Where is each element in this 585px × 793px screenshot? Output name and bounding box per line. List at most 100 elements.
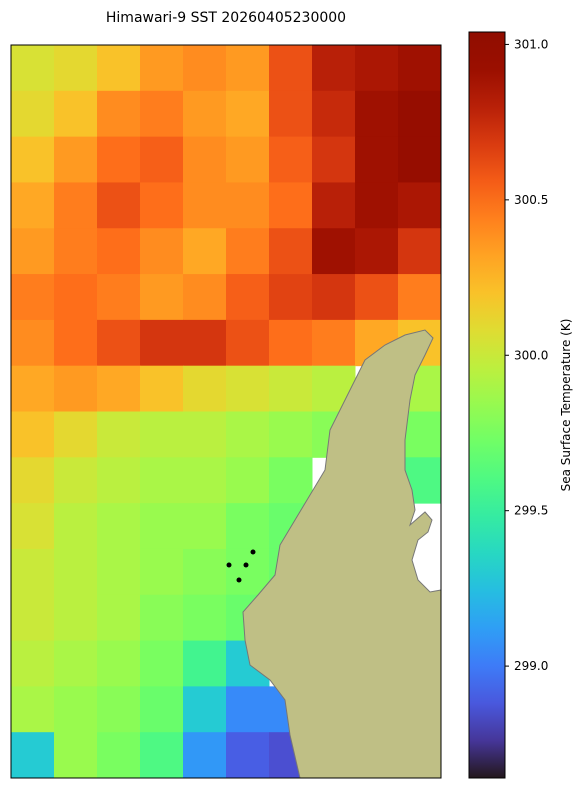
- station: [250, 549, 256, 555]
- sst-cell: [183, 457, 227, 504]
- sst-cell: [54, 365, 98, 412]
- sst-cell: [269, 90, 313, 138]
- sst-cell: [226, 411, 270, 458]
- sst-cell: [226, 228, 270, 275]
- sst-cell: [54, 457, 98, 504]
- colorbar-tick-label: 299.5: [514, 504, 548, 518]
- station: [243, 562, 249, 568]
- sst-cell: [398, 136, 442, 183]
- sst-cell: [140, 182, 184, 229]
- sst-cell: [140, 548, 184, 596]
- sst-cell: [11, 365, 55, 412]
- sst-cell: [183, 136, 227, 183]
- sst-cell: [398, 228, 442, 275]
- chart-title: Himawari-9 SST 20260405230000: [106, 10, 346, 26]
- sst-cell: [11, 503, 55, 550]
- sst-cell: [54, 274, 98, 321]
- sst-cell: [140, 228, 184, 275]
- sst-cell: [183, 548, 227, 596]
- sst-cell: [398, 90, 442, 138]
- sst-cell: [312, 90, 356, 138]
- sst-cell: [11, 594, 55, 642]
- sst-cell: [140, 136, 184, 183]
- station: [236, 577, 242, 583]
- colorbar-tick-label: 301.0: [514, 37, 548, 51]
- sst-cell: [97, 640, 141, 687]
- sst-cell: [54, 136, 98, 183]
- sst-cell: [355, 274, 399, 321]
- sst-cell: [11, 411, 55, 458]
- sst-cell: [398, 45, 442, 92]
- sst-cell: [226, 136, 270, 183]
- sst-cell: [11, 686, 55, 733]
- sst-cell: [11, 274, 55, 321]
- sst-cell: [312, 274, 356, 321]
- sst-cell: [226, 274, 270, 321]
- sst-cell: [183, 228, 227, 275]
- sst-cell: [54, 594, 98, 642]
- sst-cell: [312, 45, 356, 92]
- sst-cell: [11, 319, 55, 367]
- sst-cell: [54, 45, 98, 92]
- sst-cell: [183, 365, 227, 412]
- sst-cell: [11, 136, 55, 183]
- sst-cell: [269, 457, 313, 504]
- sst-cell: [140, 594, 184, 642]
- sst-cell: [11, 228, 55, 275]
- sst-cell: [97, 319, 141, 367]
- sst-cell: [183, 182, 227, 229]
- sst-cell: [97, 503, 141, 550]
- sst-cell: [97, 90, 141, 138]
- sst-cell: [226, 457, 270, 504]
- sst-cell: [183, 686, 227, 733]
- sst-cell: [11, 732, 55, 779]
- sst-cell: [269, 228, 313, 275]
- sst-cell: [312, 136, 356, 183]
- station: [226, 562, 232, 568]
- sst-cell: [312, 319, 356, 367]
- colorbar-tick-label: 299.0: [514, 659, 548, 673]
- sst-cell: [269, 274, 313, 321]
- sst-cell: [183, 640, 227, 687]
- sst-cell: [11, 90, 55, 138]
- sst-cell: [183, 90, 227, 138]
- map-frame: [10, 44, 442, 779]
- sst-cell: [226, 45, 270, 92]
- sst-cell: [226, 503, 270, 550]
- colorbar: [468, 31, 506, 779]
- sst-cell: [54, 182, 98, 229]
- sst-cell: [97, 228, 141, 275]
- sst-cell: [140, 640, 184, 687]
- sst-cell: [269, 45, 313, 92]
- sst-cell: [97, 136, 141, 183]
- land: [242, 329, 442, 779]
- sst-cell: [54, 548, 98, 596]
- sst-cell: [11, 182, 55, 229]
- sst-cell: [183, 274, 227, 321]
- sst-cell: [183, 503, 227, 550]
- sst-cell: [54, 90, 98, 138]
- sst-cell: [355, 90, 399, 138]
- sst-cell: [140, 45, 184, 92]
- sst-cell: [312, 182, 356, 229]
- sst-cell: [97, 411, 141, 458]
- sst-cell: [54, 319, 98, 367]
- sst-cell: [226, 90, 270, 138]
- sst-cell: [183, 411, 227, 458]
- sst-cell: [140, 90, 184, 138]
- sst-cell: [97, 594, 141, 642]
- colorbar-tick-label: 300.5: [514, 193, 548, 207]
- sst-cell: [97, 274, 141, 321]
- sst-cell: [97, 732, 141, 779]
- sst-cell: [226, 319, 270, 367]
- sst-cell: [140, 411, 184, 458]
- sst-cell: [183, 732, 227, 779]
- sst-cell: [54, 732, 98, 779]
- sst-cell: [97, 457, 141, 504]
- sst-cell: [183, 45, 227, 92]
- colorbar-tick-label: 300.0: [514, 348, 548, 362]
- sst-cell: [226, 548, 270, 596]
- sst-cell: [355, 136, 399, 183]
- sst-cell: [183, 319, 227, 367]
